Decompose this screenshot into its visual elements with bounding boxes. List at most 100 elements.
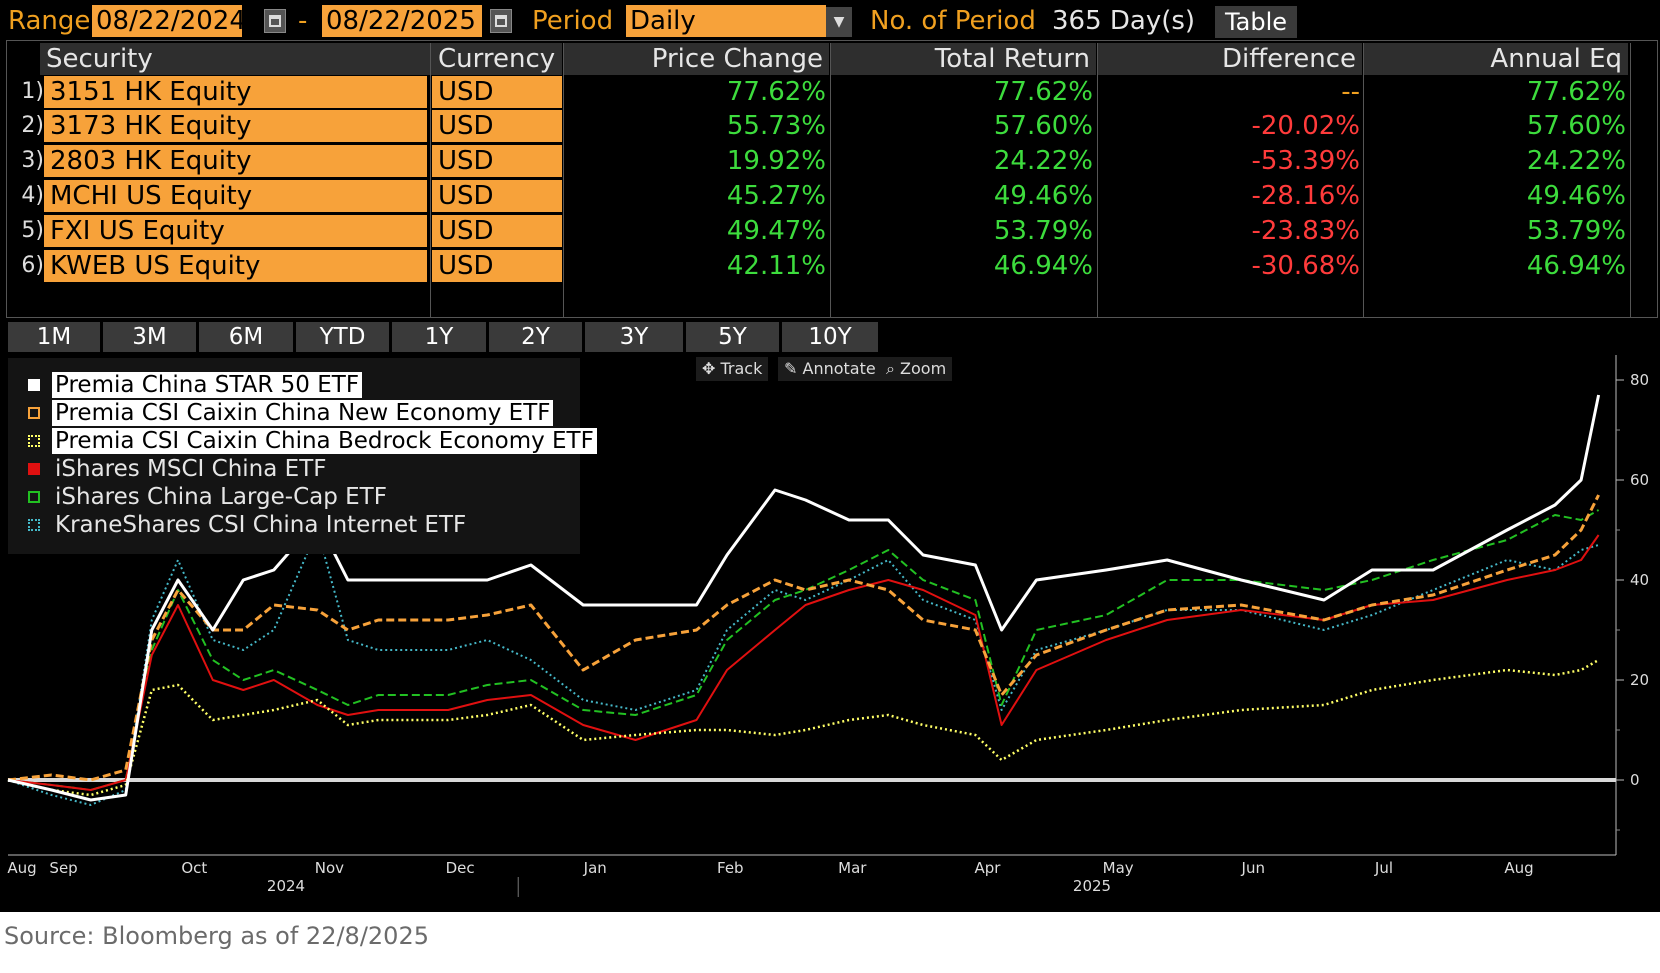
price-change-cell: 42.11% [726, 251, 826, 281]
chevron-down-icon[interactable]: ▼ [826, 7, 852, 37]
row-number: 2) [21, 113, 44, 138]
x-tick-label: Dec [446, 859, 475, 877]
header-currency[interactable]: Currency [432, 43, 562, 75]
period-button-10y[interactable]: 10Y [782, 322, 878, 352]
price-change-cell: 49.47% [726, 216, 826, 246]
x-tick-label: Sep [49, 859, 77, 877]
end-date-field[interactable]: 08/22/2025 [322, 5, 482, 37]
total-return-cell: 49.46% [993, 181, 1093, 211]
annotate-label: Annotate [802, 359, 876, 378]
total-return-cell: 24.22% [993, 146, 1093, 176]
start-date-field[interactable]: 08/22/2024 [92, 5, 246, 37]
legend-swatch [28, 435, 40, 447]
security-cell[interactable]: 3173 HK Equity [44, 110, 427, 142]
security-cell[interactable]: FXI US Equity [44, 215, 427, 247]
table-row[interactable]: 4) MCHI US Equity USD 45.27% 49.46% -28.… [0, 180, 1660, 214]
year-label: 2025 [1073, 877, 1111, 895]
column-divider [830, 43, 831, 318]
end-calendar-icon[interactable] [490, 9, 512, 33]
annual-eq-cell: 46.94% [1526, 251, 1626, 281]
legend-label: iShares China Large-Cap ETF [55, 484, 387, 510]
x-tick-label: Oct [181, 859, 207, 877]
table-row[interactable]: 3) 2803 HK Equity USD 19.92% 24.22% -53.… [0, 145, 1660, 179]
annual-eq-cell: 77.62% [1526, 77, 1626, 107]
range-label: Range [8, 6, 91, 36]
period-button-1m[interactable]: 1M [8, 322, 100, 352]
y-tick-label: 60 [1630, 471, 1649, 489]
header-price-change[interactable]: Price Change [564, 43, 829, 75]
row-number: 3) [21, 148, 44, 173]
period-select[interactable]: Daily [626, 5, 826, 37]
period-label: Period [532, 6, 614, 36]
table-row[interactable]: 5) FXI US Equity USD 49.47% 53.79% -23.8… [0, 215, 1660, 249]
period-button-1y[interactable]: 1Y [392, 322, 486, 352]
series-line [7, 534, 1600, 791]
x-tick-label: Jan [583, 859, 607, 877]
annotate-tool[interactable]: ✎ Annotate [778, 357, 882, 381]
zoom-tool[interactable]: ⌕ Zoom [880, 357, 953, 381]
x-tick-label: Aug [7, 859, 36, 877]
num-period-value: 365 Day(s) [1052, 6, 1196, 36]
price-change-cell: 77.62% [726, 77, 826, 107]
currency-cell: USD [432, 145, 562, 177]
column-divider [1363, 43, 1364, 318]
total-return-cell: 46.94% [993, 251, 1093, 281]
header-total-return[interactable]: Total Return [831, 43, 1096, 75]
series-line [7, 529, 1599, 806]
annual-eq-cell: 24.22% [1526, 146, 1626, 176]
difference-cell: -30.68% [1251, 251, 1360, 281]
period-button-ytd[interactable]: YTD [296, 322, 389, 352]
table-row[interactable]: 2) 3173 HK Equity USD 55.73% 57.60% -20.… [0, 110, 1660, 144]
header-security[interactable]: Security [40, 43, 432, 75]
y-tick-label: 80 [1630, 371, 1649, 389]
series-line [7, 658, 1600, 797]
currency-cell: USD [432, 76, 562, 108]
performance-chart[interactable]: 0 20 40 60 80 Aug Sep Oct Nov Dec Jan Feb Mar Apr May J… [0, 355, 1660, 912]
legend-swatch [28, 379, 40, 391]
crosshair-icon: ✥ [702, 359, 721, 378]
difference-cell: -28.16% [1251, 181, 1360, 211]
period-button-5y[interactable]: 5Y [686, 322, 779, 352]
range-separator: - [298, 6, 308, 36]
period-button-6m[interactable]: 6M [199, 322, 293, 352]
table-button[interactable]: Table [1215, 6, 1297, 38]
currency-cell: USD [432, 110, 562, 142]
difference-cell: -23.83% [1251, 216, 1360, 246]
table-row[interactable]: 1) 3151 HK Equity USD 77.62% 77.62% -- 7… [0, 76, 1660, 110]
series-line [7, 394, 1601, 802]
security-cell[interactable]: 2803 HK Equity [44, 145, 427, 177]
price-change-cell: 45.27% [726, 181, 826, 211]
header-difference[interactable]: Difference [1098, 43, 1362, 75]
start-calendar-icon[interactable] [264, 9, 286, 33]
track-label: Track [720, 359, 763, 378]
x-tick-label: Jul [1374, 859, 1393, 877]
zoom-label: Zoom [900, 359, 947, 378]
period-button-2y[interactable]: 2Y [489, 322, 582, 352]
legend-label: Premia CSI Caixin China New Economy ETF [52, 400, 554, 426]
security-cell[interactable]: KWEB US Equity [44, 250, 427, 282]
difference-cell: -53.39% [1251, 146, 1360, 176]
total-return-cell: 57.60% [993, 111, 1093, 141]
legend-label: Premia China STAR 50 ETF [52, 372, 363, 398]
header-annual-eq[interactable]: Annual Eq [1364, 43, 1628, 75]
magnifier-icon: ⌕ [886, 359, 901, 378]
legend-swatch [28, 407, 40, 419]
annual-eq-cell: 53.79% [1526, 216, 1626, 246]
price-change-cell: 55.73% [726, 111, 826, 141]
x-tick-label: Aug [1504, 859, 1533, 877]
x-tick-label: Nov [315, 859, 344, 877]
chart-lines [7, 394, 1601, 806]
legend-swatch [28, 463, 40, 475]
legend-swatch [28, 491, 40, 503]
period-button-3y[interactable]: 3Y [585, 322, 683, 352]
column-divider [1630, 43, 1631, 318]
table-row[interactable]: 6) KWEB US Equity USD 42.11% 46.94% -30.… [0, 250, 1660, 284]
series-line [7, 509, 1600, 791]
security-cell[interactable]: 3151 HK Equity [44, 76, 427, 108]
currency-cell: USD [432, 180, 562, 212]
track-tool[interactable]: ✥ Track [696, 357, 769, 381]
security-cell[interactable]: MCHI US Equity [44, 180, 427, 212]
period-button-3m[interactable]: 3M [103, 322, 196, 352]
num-period-label: No. of Period [870, 6, 1036, 36]
chart-legend: Premia China STAR 50 ETF Premia CSI Caix… [8, 358, 597, 554]
